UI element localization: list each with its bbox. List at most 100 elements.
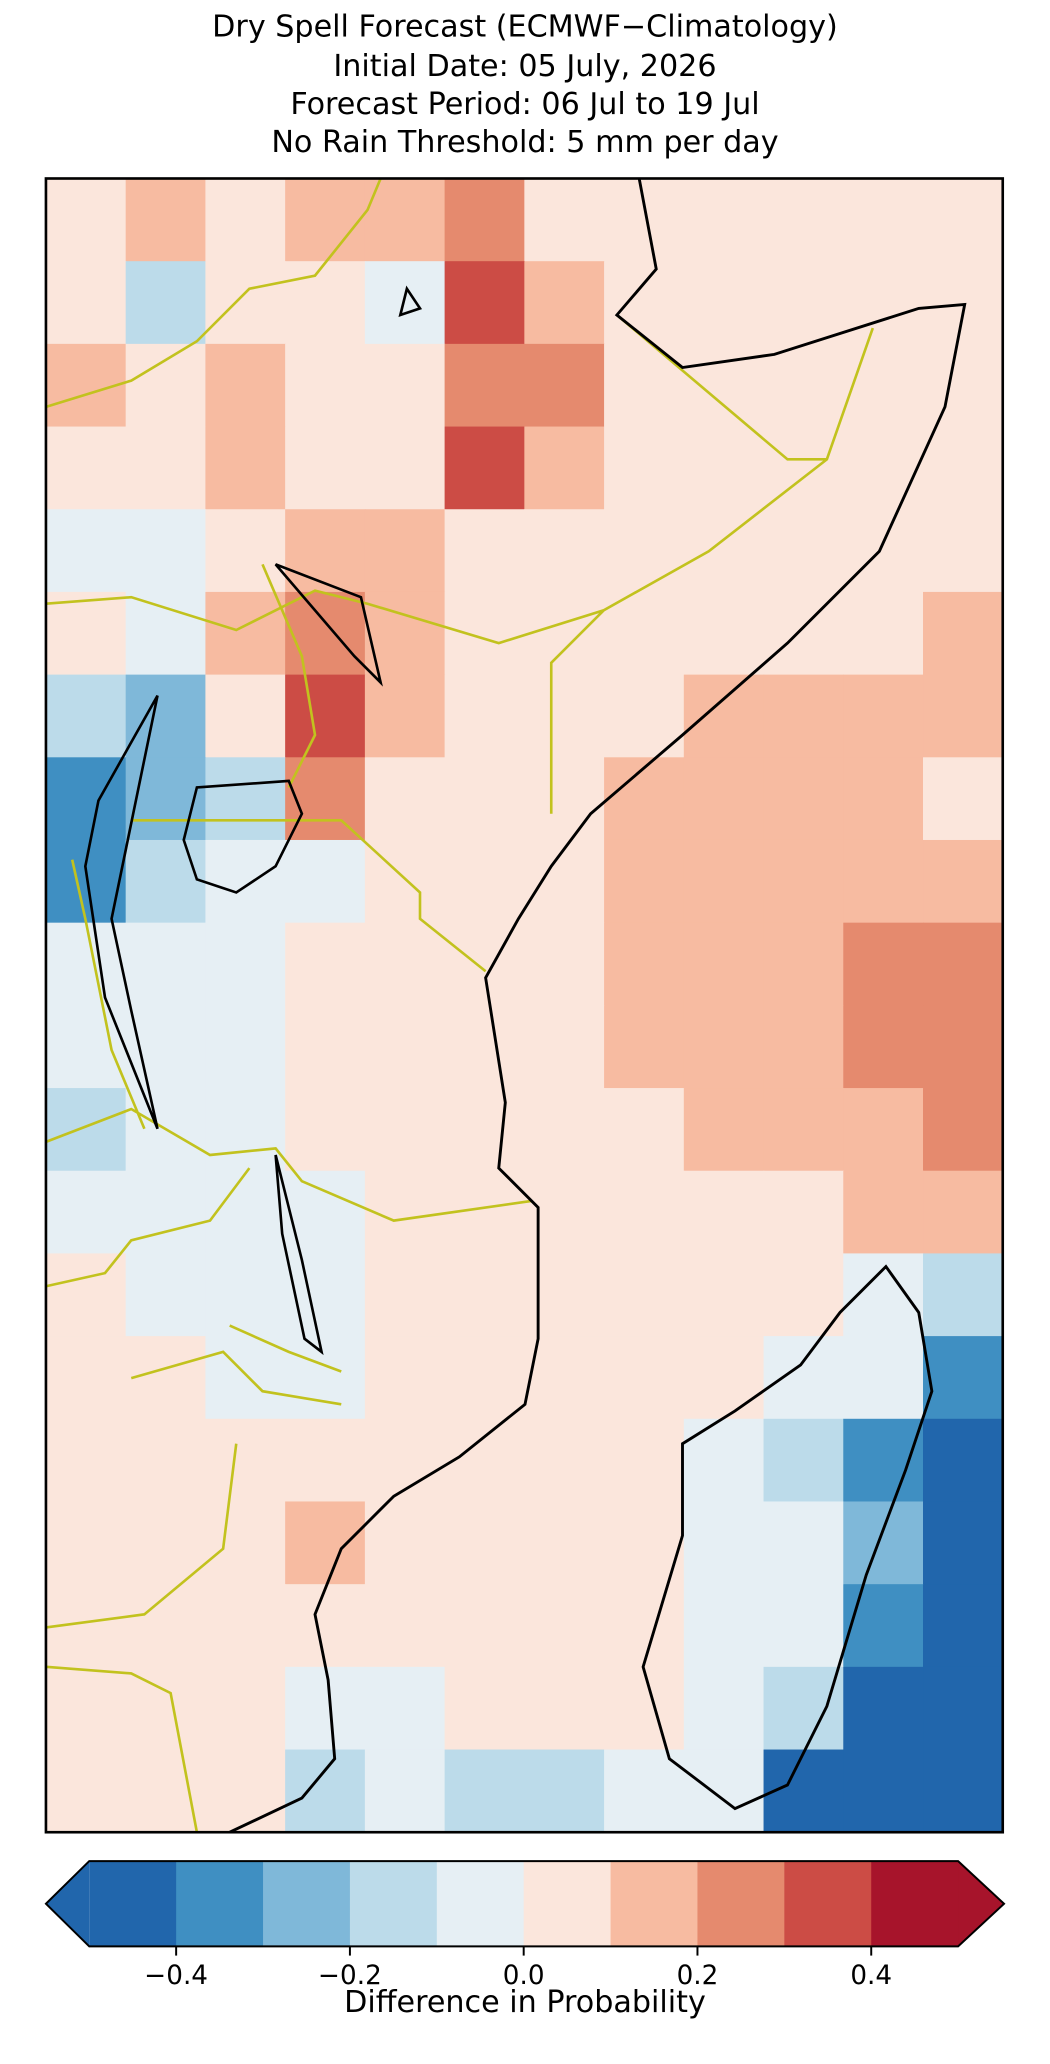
grid-cell xyxy=(444,1749,525,1833)
grid-cell xyxy=(364,922,446,1007)
grid-cell xyxy=(285,591,366,676)
grid-cell xyxy=(125,1501,207,1585)
grid-cell xyxy=(364,426,446,510)
grid-cell xyxy=(843,261,924,345)
grid-cell xyxy=(524,1253,605,1337)
grid-cell xyxy=(364,674,446,758)
grid-cell xyxy=(843,757,924,841)
colorbar-extend-low xyxy=(45,1861,90,1947)
grid-cell xyxy=(125,591,207,676)
grid-cell xyxy=(205,922,286,1007)
grid-cell xyxy=(683,261,765,345)
grid-cell xyxy=(683,509,765,593)
grid-cell xyxy=(843,509,924,593)
grid-cell xyxy=(923,1088,1004,1172)
grid-cell xyxy=(763,1666,844,1751)
grid-cell xyxy=(843,1749,924,1833)
grid-cell xyxy=(125,1170,207,1255)
grid-cell xyxy=(125,178,207,262)
grid-cell xyxy=(205,1501,286,1585)
title-block: Dry Spell Forecast (ECMWF−Climatology) I… xyxy=(212,10,838,160)
grid-cell xyxy=(125,1336,207,1420)
grid-cell xyxy=(923,509,1004,593)
grid-cell xyxy=(524,178,605,262)
grid-cell xyxy=(923,1749,1004,1833)
grid-cell xyxy=(843,1336,924,1420)
grid-cell xyxy=(683,839,765,924)
grid-cell xyxy=(364,1666,446,1751)
grid-cell xyxy=(45,1666,127,1751)
grid-cell xyxy=(683,1005,765,1089)
grid-cell xyxy=(524,757,605,841)
grid-cell xyxy=(604,178,685,262)
grid-cell xyxy=(125,261,207,345)
grid-cell xyxy=(285,343,366,428)
grid-cell xyxy=(604,757,685,841)
grid-cell xyxy=(683,922,765,1007)
grid-cell xyxy=(364,178,446,262)
grid-cell xyxy=(125,674,207,758)
grid-cell xyxy=(604,922,685,1007)
grid-cell xyxy=(524,591,605,676)
grid-cell xyxy=(683,1336,765,1420)
grid-cell xyxy=(364,1005,446,1089)
grid-cell xyxy=(285,922,366,1007)
grid-cell xyxy=(45,426,127,510)
grid-cell xyxy=(444,1336,525,1420)
grid-cell xyxy=(285,426,366,510)
grid-cell xyxy=(524,1418,605,1503)
grid-cell xyxy=(843,922,924,1007)
grid-cell xyxy=(285,1336,366,1420)
grid-cell xyxy=(843,839,924,924)
grid-cell xyxy=(923,839,1004,924)
grid-cell xyxy=(604,343,685,428)
tick-label: 0.0 xyxy=(503,1961,545,1991)
grid-cell xyxy=(205,839,286,924)
madagascar xyxy=(641,1264,934,1811)
grid-cell xyxy=(524,922,605,1007)
grid-cell xyxy=(524,343,605,428)
colorbar: −0.4 −0.2 0.0 0.2 0.4 xyxy=(44,1860,1006,1991)
grid-cell xyxy=(364,1170,446,1255)
grid-cell xyxy=(763,1418,844,1503)
grid-cell xyxy=(444,1005,525,1089)
grid-cell xyxy=(444,1584,525,1668)
grid-cell xyxy=(683,674,765,758)
grid-cell xyxy=(444,261,525,345)
grid-cell xyxy=(763,674,844,758)
grid-cell xyxy=(923,922,1004,1007)
grid-cell xyxy=(524,261,605,345)
grid-cell xyxy=(125,1749,207,1833)
colorbar-outline xyxy=(44,1860,1006,1948)
grid-cell xyxy=(843,1584,924,1668)
grid-cell xyxy=(843,1501,924,1585)
grid-cell xyxy=(364,1088,446,1172)
grid-cell xyxy=(763,1170,844,1255)
grid-cell xyxy=(524,1005,605,1089)
grid-cell xyxy=(364,261,446,345)
grid-cell xyxy=(683,1501,765,1585)
grid-cell xyxy=(923,261,1004,345)
grid-cell xyxy=(125,922,207,1007)
grid-cell xyxy=(364,343,446,428)
grid-cell xyxy=(45,591,127,676)
grid-cell xyxy=(364,509,446,593)
grid-cell xyxy=(604,1088,685,1172)
grid-cell xyxy=(45,1088,127,1172)
title-line: No Rain Threshold: 5 mm per day xyxy=(271,125,778,160)
grid-cell xyxy=(45,261,127,345)
grid-cell xyxy=(444,1418,525,1503)
grid-cell xyxy=(444,591,525,676)
grid-cell xyxy=(285,1749,366,1833)
grid-cell xyxy=(524,426,605,510)
tick-label: −0.4 xyxy=(144,1961,208,1991)
tick-label: −0.2 xyxy=(318,1961,382,1991)
grid-cell xyxy=(285,757,366,841)
grid-cell xyxy=(923,1170,1004,1255)
grid-cell xyxy=(524,1584,605,1668)
grid-cell xyxy=(763,1005,844,1089)
grid-cell xyxy=(444,757,525,841)
grid-cell xyxy=(604,509,685,593)
grid-cell xyxy=(444,1501,525,1585)
grid-cell xyxy=(205,1418,286,1503)
